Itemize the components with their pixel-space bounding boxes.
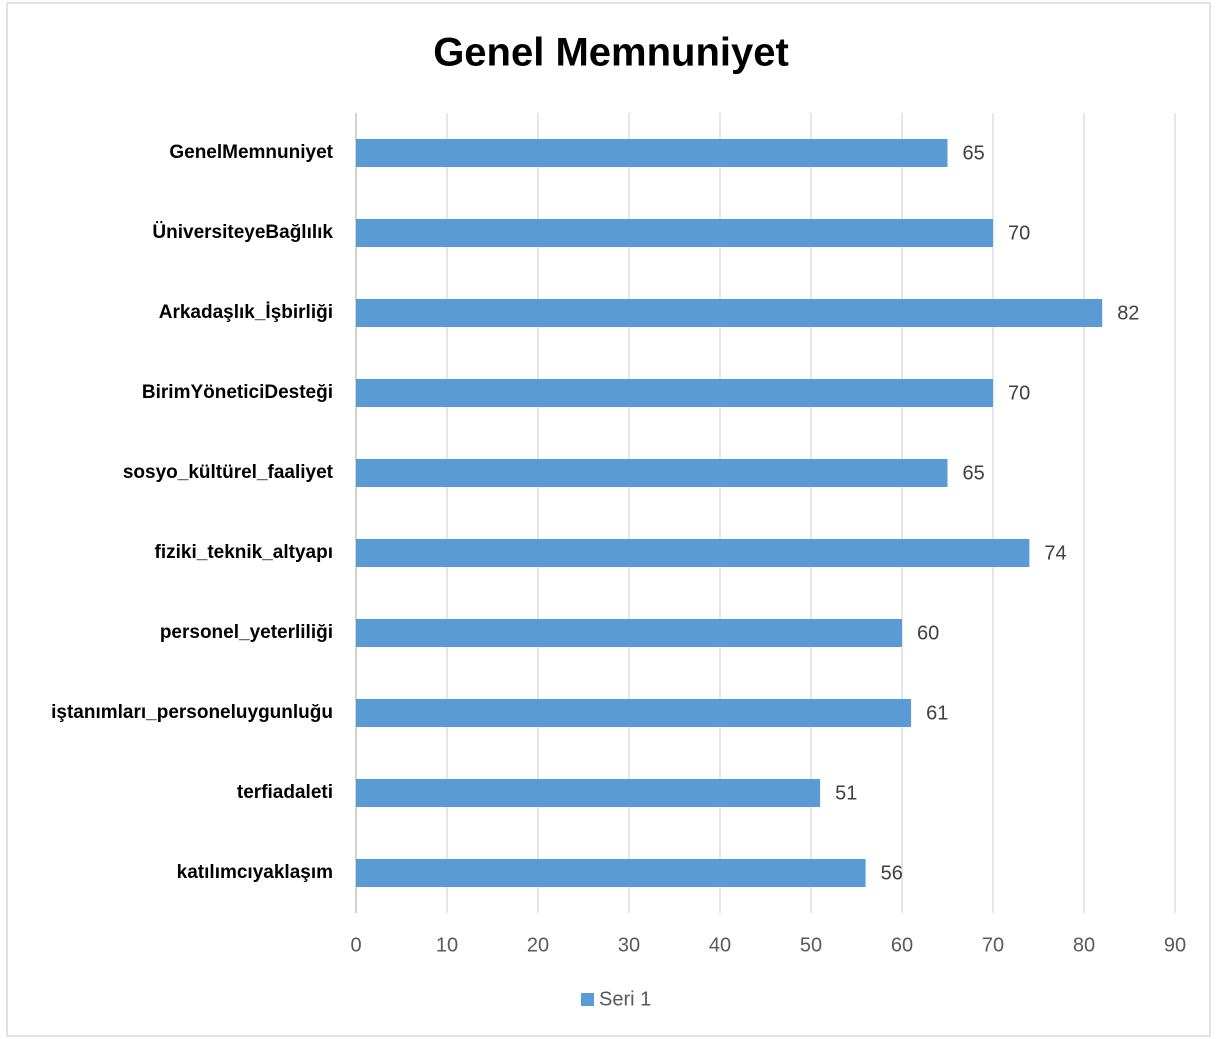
y-tick-label: iştanımları_personeluygunluğu [51, 702, 333, 723]
y-tick-label: katılımcıyaklaşım [177, 862, 333, 883]
y-tick-label: ÜniversiteyeBağlılık [152, 222, 333, 243]
bar [356, 859, 866, 887]
bar [356, 379, 993, 407]
y-tick-label: Arkadaşlık_İşbirliği [159, 302, 333, 323]
bar [356, 299, 1103, 327]
y-tick-label: fiziki_teknik_altyapı [155, 542, 333, 563]
data-label: 60 [917, 622, 939, 644]
data-label: 82 [1117, 302, 1139, 324]
data-label: 56 [881, 862, 903, 884]
data-label: 65 [963, 142, 985, 164]
bar [356, 219, 993, 247]
x-tick-label: 20 [527, 934, 549, 956]
x-tick-label: 10 [436, 934, 458, 956]
y-tick-label: personel_yeterliliği [160, 622, 333, 643]
x-tick-label: 30 [618, 934, 640, 956]
chart-title: Genel Memnuniyet [433, 31, 789, 75]
data-label: 65 [963, 462, 985, 484]
bar [356, 619, 902, 647]
y-tick-label: BirimYöneticiDesteği [142, 382, 333, 403]
x-tick-label: 80 [1073, 934, 1095, 956]
y-tick-label: GenelMemnuniyet [169, 142, 333, 163]
data-label: 51 [835, 782, 857, 804]
x-tick-label: 90 [1164, 934, 1186, 956]
x-tick-label: 60 [891, 934, 913, 956]
data-label: 70 [1008, 222, 1030, 244]
y-tick-label: terfiadaleti [237, 782, 333, 803]
x-tick-label: 50 [800, 934, 822, 956]
x-tick-label: 40 [709, 934, 731, 956]
x-tick-label: 70 [982, 934, 1004, 956]
bar [356, 539, 1030, 567]
legend-swatch [581, 993, 594, 1006]
legend-label: Seri 1 [599, 988, 651, 1010]
bar [356, 139, 948, 167]
data-label: 74 [1044, 542, 1066, 564]
bar [356, 699, 912, 727]
x-tick-label: 0 [350, 934, 361, 956]
data-label: 61 [926, 702, 948, 724]
bar [356, 459, 948, 487]
bar [356, 779, 821, 807]
data-label: 70 [1008, 382, 1030, 404]
y-tick-label: sosyo_kültürel_faaliyet [123, 462, 334, 483]
